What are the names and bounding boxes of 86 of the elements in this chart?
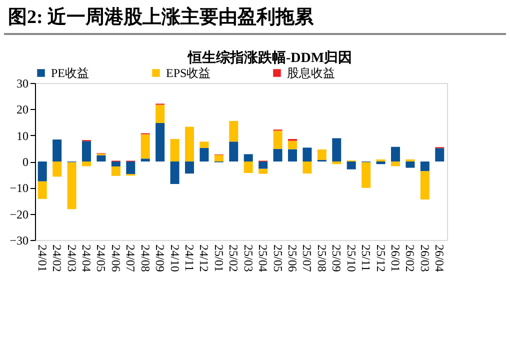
y-tick-label: 20: [16, 102, 28, 117]
y-tick-label: −20: [10, 207, 28, 222]
x-tick-label: 25/01: [212, 244, 226, 272]
bar: [38, 162, 47, 182]
x-tick-label: 24/02: [50, 244, 64, 272]
bar: [273, 148, 282, 162]
bar: [302, 162, 312, 174]
y-tick-label: −10: [10, 181, 28, 196]
bar: [317, 149, 326, 160]
x-tick-label: 25/09: [330, 244, 344, 272]
bar: [111, 166, 120, 176]
bar: [302, 148, 312, 162]
x-tick-label: 24/06: [108, 244, 123, 272]
bar: [420, 171, 430, 200]
y-tick-label: 0: [22, 155, 28, 169]
x-tick-label: 24/07: [124, 244, 138, 272]
bar: [244, 162, 253, 174]
bar: [376, 162, 386, 164]
bar: [156, 123, 165, 162]
bar: [67, 162, 76, 210]
bar: [288, 149, 297, 162]
x-tick-label: 25/06: [286, 244, 300, 272]
bar: [214, 154, 224, 162]
x-tick-label: 24/11: [182, 244, 196, 272]
x-tick-label: 25/11: [359, 244, 374, 272]
bar: [391, 146, 400, 162]
bar: [82, 141, 91, 162]
x-tick-label: 24/10: [168, 244, 182, 272]
x-tick-label: 25/10: [344, 244, 358, 272]
bar: [258, 162, 268, 169]
bar: [126, 162, 136, 174]
bar: [200, 142, 209, 148]
y-tick-label: 10: [16, 128, 28, 143]
x-tick-label: 25/07: [300, 244, 314, 272]
bar: [288, 140, 297, 150]
legend-label: EPS收益: [166, 66, 211, 80]
bar: [332, 162, 342, 164]
bar: [156, 104, 165, 124]
x-tick-label: 26/02: [403, 244, 418, 272]
x-tick-label: 24/04: [80, 244, 94, 272]
x-tick-label: 25/04: [256, 244, 270, 272]
x-tick-label: 26/03: [418, 244, 432, 272]
bar: [140, 158, 150, 162]
bar: [391, 162, 400, 166]
bar: [200, 148, 209, 162]
bar: [346, 162, 356, 170]
bar: [406, 162, 415, 168]
x-tick-label: 25/12: [374, 244, 388, 272]
chart-subtitle: 恒生综指涨跌幅-DDM归因: [186, 49, 354, 67]
legend-label: 股息收益: [287, 66, 335, 80]
x-tick-label: 24/09: [153, 244, 168, 272]
x-tick-label: 24/12: [197, 244, 212, 272]
bar: [111, 162, 120, 166]
x-tick-label: 25/02: [226, 244, 241, 272]
bar: [362, 162, 371, 188]
bar: [273, 130, 282, 149]
bar: [170, 138, 180, 162]
y-tick-label: −30: [10, 234, 28, 248]
x-tick-label: 24/08: [138, 244, 152, 272]
bar: [52, 162, 62, 177]
bar: [435, 148, 444, 162]
x-tick-label: 26/04: [432, 244, 447, 272]
bar: [38, 181, 47, 199]
x-tick-label: 25/05: [270, 244, 285, 272]
x-tick-label: 24/01: [35, 244, 50, 272]
x-tick-label: 26/01: [388, 244, 402, 272]
bar: [229, 142, 238, 162]
x-tick-label: 24/05: [94, 244, 108, 272]
bar: [229, 120, 238, 142]
bar: [82, 162, 91, 166]
y-tick-label: 30: [16, 76, 28, 90]
legend-label: PE收益: [51, 66, 90, 80]
bar: [258, 168, 268, 174]
bar: [185, 126, 194, 162]
bar: [185, 162, 194, 174]
bar: [420, 162, 430, 172]
bar: [244, 154, 253, 162]
bar: [96, 155, 106, 162]
x-tick-label: 25/03: [241, 244, 256, 272]
bar: [170, 162, 180, 184]
bar: [52, 140, 62, 162]
x-tick-label: 25/08: [314, 244, 329, 272]
chart-title: 图2: 近一周港股上涨主要由盈利拖累: [4, 0, 506, 35]
x-tick-label: 24/03: [64, 244, 79, 272]
bar: [140, 134, 150, 159]
bar: [332, 138, 342, 162]
